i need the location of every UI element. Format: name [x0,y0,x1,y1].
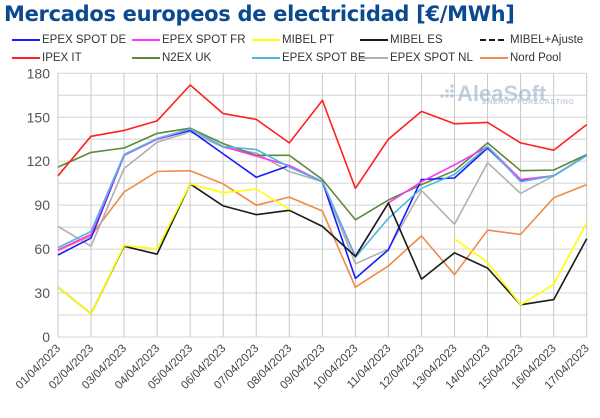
series-line [57,131,588,265]
x-tick-label: 09/04/2023 [278,343,327,392]
legend-swatch [360,57,388,59]
legend-item-mibel-pt: MIBEL PT [252,34,334,46]
x-tick-label: 06/04/2023 [179,343,228,392]
series-line [57,169,587,289]
legend-swatch [480,39,504,41]
series-line [57,128,588,258]
x-tick-label: 01/04/2023 [14,343,63,392]
watermark-brand: AleaSoft [457,81,547,106]
legend-label: EPEX SPOT FR [162,34,246,46]
grid [57,72,588,338]
series-line [57,129,588,280]
x-tick-label: 07/04/2023 [212,343,261,392]
legend-label: EPEX SPOT BE [282,52,366,64]
series-line [57,127,588,221]
x-tick-label: 15/04/2023 [477,343,526,392]
legend-label: EPEX SPOT NL [390,52,473,64]
series-epex-spot-de [57,129,588,280]
x-tick-label: 14/04/2023 [444,343,493,392]
series-line [57,84,588,190]
x-tick-label: 02/04/2023 [47,343,96,392]
legend-item-epex-spot-fr: EPEX SPOT FR [132,34,246,46]
legend-item-n2ex-uk: N2EX UK [132,52,211,64]
x-tick-label: 13/04/2023 [410,343,459,392]
x-tick-label: 10/04/2023 [311,343,360,392]
legend-label: Nord Pool [510,52,562,64]
series-epex-spot-nl [57,131,588,265]
legend-label: IPEX IT [42,52,82,64]
y-tick-label: 150 [27,109,51,125]
watermark-tagline: ENERGY FORECASTING [482,99,575,106]
series-epex-spot-fr [57,128,588,258]
legend-item-epex-spot-nl: EPEX SPOT NL [360,52,473,64]
watermark-dots-icon [440,84,454,98]
series-n2ex-uk [57,127,588,221]
legend-label: EPEX SPOT DE [42,34,127,46]
legend-item-mibel-ajuste: MIBEL+Ajuste [480,34,583,46]
series-ipex-it [57,84,588,190]
legend-swatch [480,57,508,59]
legend-label: MIBEL PT [282,34,334,46]
legend-item-epex-spot-be: EPEX SPOT BE [252,52,366,64]
x-tick-label: 04/04/2023 [113,343,162,392]
y-tick-label: 90 [34,197,50,213]
legend-label: MIBEL+Ajuste [510,34,584,46]
x-tick-label: 08/04/2023 [245,343,294,392]
chart-title: Mercados europeos de electricidad [€/MWh… [4,2,515,26]
legend-swatch [252,57,280,59]
legend-label: MIBEL ES [390,34,443,46]
watermark-aleasoft: AleaSoft ENERGY FORECASTING [440,81,575,106]
series-line [57,183,290,315]
series-mibel-pt [57,183,588,315]
x-tick-label: 05/04/2023 [146,343,195,392]
legend-swatch [132,57,160,59]
x-tick-label: 12/04/2023 [377,343,426,392]
x-tick-label: 17/04/2023 [543,343,592,392]
series-mibel-es [57,183,588,315]
legend-swatch [12,39,40,41]
series-line [57,183,588,315]
x-tick-label: 03/04/2023 [80,343,129,392]
y-tick-label: 0 [42,329,50,345]
legend-item-mibel-es: MIBEL ES [360,34,443,46]
series-line [57,128,588,259]
legend-swatch [132,39,160,41]
legend-item-ipex-it: IPEX IT [12,52,82,64]
legend-label: N2EX UK [162,52,212,64]
series-nord-pool [57,169,587,289]
series-epex-spot-be [57,128,588,259]
x-axis: 01/04/202302/04/202303/04/202304/04/2023… [14,343,592,392]
legend-swatch [12,57,40,59]
y-tick-label: 30 [34,285,50,301]
y-tick-label: 120 [27,153,51,169]
y-tick-label: 60 [34,241,50,257]
x-tick-label: 11/04/2023 [345,343,394,392]
legend-item-nord-pool: Nord Pool [480,52,561,64]
series-line [454,222,588,306]
legend-swatch [360,39,388,41]
legend: EPEX SPOT DE EPEX SPOT FR MIBEL PT MIBEL ES… [0,30,600,68]
legend-swatch [252,39,280,41]
legend-item-epex-spot-de: EPEX SPOT DE [12,34,126,46]
x-tick-label: 16/04/2023 [510,343,559,392]
